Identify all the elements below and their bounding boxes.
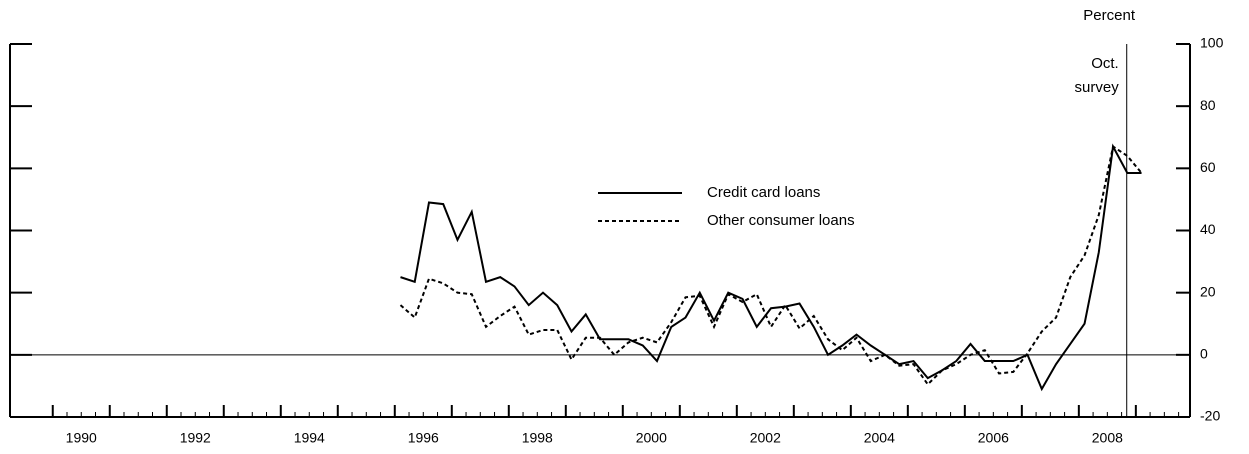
y-tick-label: -20 [1200, 408, 1220, 424]
y-tick-label: 60 [1200, 159, 1216, 175]
x-tick-label: 1990 [66, 430, 97, 446]
y-tick-label: 20 [1200, 283, 1216, 299]
legend-label: Credit card loans [707, 184, 820, 201]
y-tick-label: 40 [1200, 221, 1216, 237]
y-tick-label: 100 [1200, 35, 1224, 51]
series-line [400, 143, 1142, 392]
legend-label: Other consumer loans [707, 212, 855, 229]
x-tick-label: 1992 [180, 430, 211, 446]
y-tick-label: 80 [1200, 97, 1216, 113]
x-tick-label: 1998 [522, 430, 553, 446]
y-unit-label: Percent [1083, 7, 1136, 24]
x-tick-label: 2004 [864, 430, 895, 446]
x-tick-label: 2008 [1092, 430, 1123, 446]
y-tick-label: 0 [1200, 346, 1208, 362]
annotation: survey [1075, 79, 1120, 96]
x-tick-label: 1994 [294, 430, 325, 446]
x-tick-label: 1996 [408, 430, 439, 446]
x-tick-label: 2006 [978, 430, 1009, 446]
x-tick-label: 2000 [636, 430, 667, 446]
series-line [399, 144, 1143, 386]
annotation: Oct. [1091, 55, 1119, 72]
x-tick-label: 2002 [750, 430, 781, 446]
